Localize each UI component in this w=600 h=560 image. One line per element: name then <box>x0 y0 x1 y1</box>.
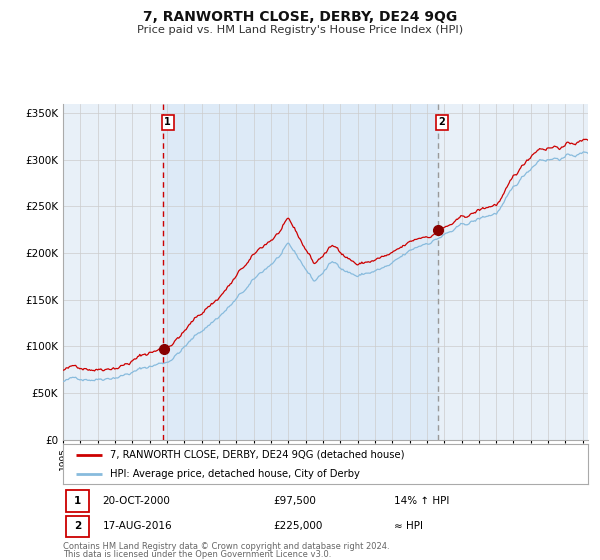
Bar <box>163 104 438 440</box>
Text: £97,500: £97,500 <box>273 496 316 506</box>
Text: 7, RANWORTH CLOSE, DERBY, DE24 9QG: 7, RANWORTH CLOSE, DERBY, DE24 9QG <box>143 10 457 24</box>
Text: 7, RANWORTH CLOSE, DERBY, DE24 9QG (detached house): 7, RANWORTH CLOSE, DERBY, DE24 9QG (deta… <box>110 450 405 460</box>
Text: 14% ↑ HPI: 14% ↑ HPI <box>394 496 449 506</box>
Text: 17-AUG-2016: 17-AUG-2016 <box>103 521 172 531</box>
Text: 1: 1 <box>164 117 171 127</box>
Text: £225,000: £225,000 <box>273 521 322 531</box>
Text: Price paid vs. HM Land Registry's House Price Index (HPI): Price paid vs. HM Land Registry's House … <box>137 25 463 35</box>
Text: This data is licensed under the Open Government Licence v3.0.: This data is licensed under the Open Gov… <box>63 550 331 559</box>
Text: 1: 1 <box>74 496 81 506</box>
FancyBboxPatch shape <box>65 516 89 536</box>
Text: 2: 2 <box>439 117 445 127</box>
Text: 20-OCT-2000: 20-OCT-2000 <box>103 496 170 506</box>
Text: Contains HM Land Registry data © Crown copyright and database right 2024.: Contains HM Land Registry data © Crown c… <box>63 542 389 550</box>
FancyBboxPatch shape <box>65 491 89 511</box>
Text: ≈ HPI: ≈ HPI <box>394 521 423 531</box>
Text: 2: 2 <box>74 521 81 531</box>
Text: HPI: Average price, detached house, City of Derby: HPI: Average price, detached house, City… <box>110 469 360 478</box>
